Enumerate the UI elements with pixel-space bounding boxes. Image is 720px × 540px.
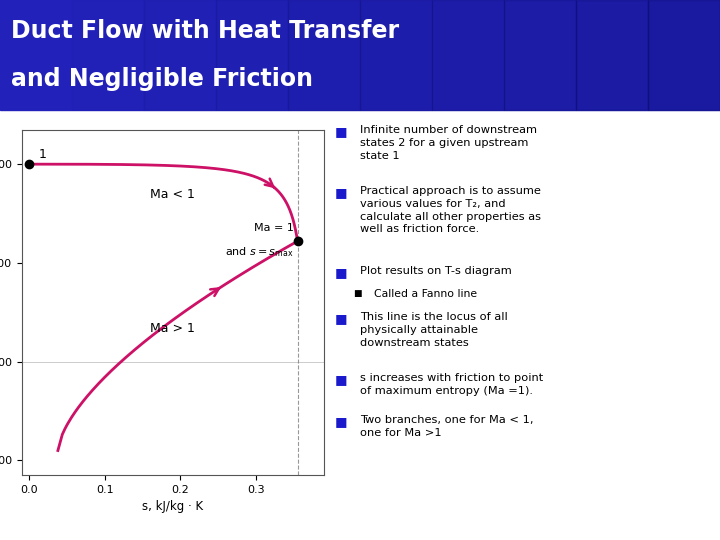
Text: ME33 :  Fluid Flow: ME33 : Fluid Flow <box>14 513 143 526</box>
Text: This line is the locus of all
physically attainable
downstream states: This line is the locus of all physically… <box>360 312 508 348</box>
Bar <box>216 0 288 110</box>
Text: ■: ■ <box>335 266 347 279</box>
Text: and $s = s_{\rm max}$: and $s = s_{\rm max}$ <box>225 245 294 259</box>
Text: Called a Fanno line: Called a Fanno line <box>374 289 477 299</box>
Text: ■: ■ <box>353 289 361 298</box>
X-axis label: s, kJ/kg · K: s, kJ/kg · K <box>143 501 203 514</box>
Text: Practical approach is to assume
various values for T₂, and
calculate all other p: Practical approach is to assume various … <box>360 186 541 234</box>
Text: Plot results on T-s diagram: Plot results on T-s diagram <box>360 266 512 275</box>
Bar <box>504 0 576 110</box>
Bar <box>360 0 432 110</box>
Bar <box>288 0 360 110</box>
Text: Ma < 1: Ma < 1 <box>150 188 195 201</box>
Text: s increases with friction to point
of maximum entropy (Ma =1).: s increases with friction to point of ma… <box>360 373 544 396</box>
Bar <box>648 0 720 110</box>
Bar <box>0 0 72 110</box>
Bar <box>432 0 504 110</box>
Text: ■: ■ <box>335 415 347 428</box>
Text: ■: ■ <box>335 125 347 138</box>
Bar <box>72 0 144 110</box>
Bar <box>144 0 216 110</box>
Text: Ma > 1: Ma > 1 <box>150 322 195 335</box>
Text: Duct Flow with Heat Transfer: Duct Flow with Heat Transfer <box>11 19 399 43</box>
Text: ■: ■ <box>335 373 347 386</box>
Text: ■: ■ <box>335 186 347 199</box>
Bar <box>576 0 648 110</box>
Text: Infinite number of downstream
states 2 for a given upstream
state 1: Infinite number of downstream states 2 f… <box>360 125 537 161</box>
Text: 1: 1 <box>38 148 46 161</box>
Text: Ma = 1: Ma = 1 <box>254 223 294 233</box>
Text: ■: ■ <box>335 312 347 326</box>
Text: 62: 62 <box>263 513 277 526</box>
Text: Chapter 12: Compressible Flow: Chapter 12: Compressible Flow <box>525 513 709 526</box>
Text: Two branches, one for Ma < 1,
one for Ma >1: Two branches, one for Ma < 1, one for Ma… <box>360 415 534 438</box>
Text: and Negligible Friction: and Negligible Friction <box>11 67 312 91</box>
